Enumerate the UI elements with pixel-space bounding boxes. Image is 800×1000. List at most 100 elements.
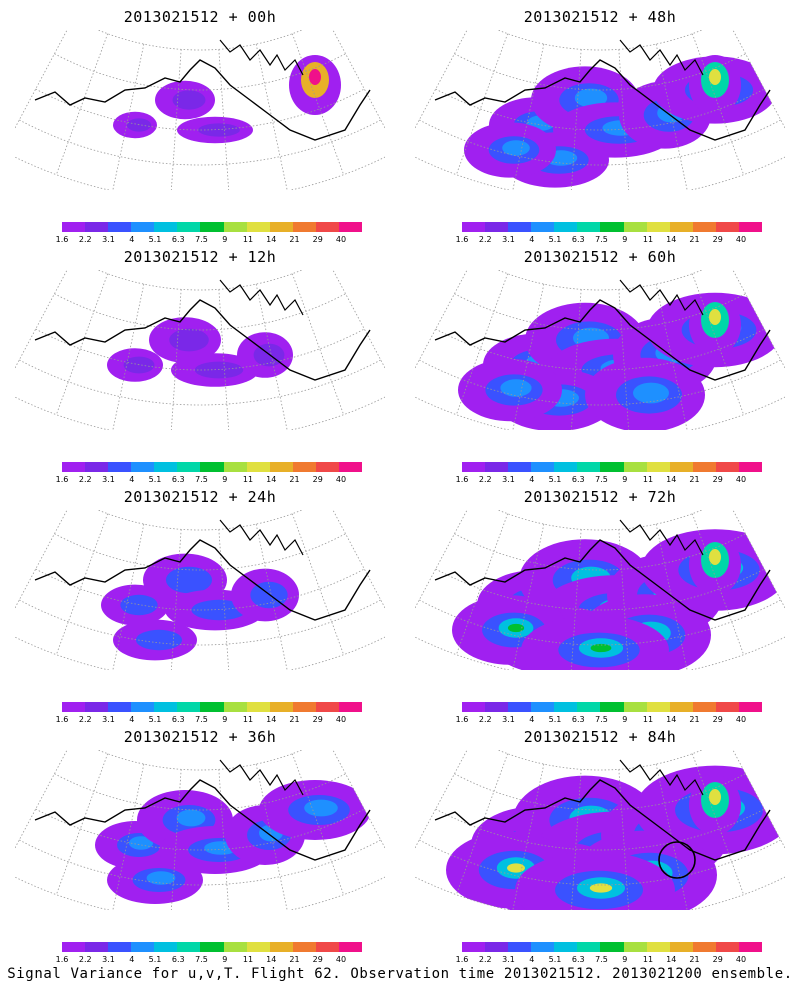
variance-region xyxy=(709,789,721,805)
colorbar-label: 14 xyxy=(266,955,277,964)
colorbar-label: 5.1 xyxy=(148,715,162,724)
figure-caption: Signal Variance for u,v,T. Flight 62. Ob… xyxy=(7,966,793,982)
colorbar-label: 3.1 xyxy=(502,475,515,484)
latitude-line xyxy=(54,293,346,331)
variance-region xyxy=(304,799,338,817)
colorbar-label: 1.6 xyxy=(455,235,469,244)
panel-title: 2013021512 + 72h xyxy=(523,488,677,506)
colorbar-label: 6.3 xyxy=(571,955,585,964)
coastline xyxy=(619,759,704,796)
colorbar-swatch xyxy=(177,942,201,952)
colorbar-swatch xyxy=(131,942,155,952)
variance-region xyxy=(309,69,321,85)
colorbar-swatch xyxy=(108,702,132,712)
longitude-line xyxy=(291,273,345,415)
colorbar-label: 2.2 xyxy=(78,475,92,484)
forecast-panel: 2013021512 + 24h 1.6 2.2 3.1 4 5.1 6.3 7.5 9 11 14… xyxy=(0,480,400,725)
colorbar-swatch xyxy=(508,942,532,952)
variance-region xyxy=(633,382,669,404)
colorbar-swatch xyxy=(715,462,739,472)
colorbar-label: 7.5 xyxy=(595,235,608,244)
latitude-line xyxy=(15,156,385,190)
colorbar-label: 21 xyxy=(289,715,300,724)
coastline xyxy=(34,59,371,141)
colorbar-swatch xyxy=(485,222,509,232)
colorbar-label: 21 xyxy=(289,475,300,484)
colorbar-label: 40 xyxy=(735,475,747,484)
coastline xyxy=(619,519,704,556)
colorbar-label: 5.1 xyxy=(148,475,162,484)
colorbar-label: 6.3 xyxy=(171,475,185,484)
colorbar-label: 3.1 xyxy=(502,235,515,244)
colorbar-swatch xyxy=(508,462,532,472)
colorbar-swatch xyxy=(223,702,247,712)
coastline xyxy=(219,279,304,316)
colorbar-label: 3.1 xyxy=(502,955,515,964)
latitude-line xyxy=(35,568,365,611)
latitude-line xyxy=(96,30,304,51)
colorbar-labels: 1.6 2.2 3.1 4 5.1 6.3 7.5 9 11 14 21 29 40 xyxy=(450,715,770,725)
colorbar-label: 40 xyxy=(335,955,347,964)
variance-region xyxy=(709,309,721,325)
colorbar-swatch xyxy=(531,462,555,472)
colorbar-label: 6.3 xyxy=(171,235,185,244)
longitude-line xyxy=(112,44,145,190)
variance-region xyxy=(169,328,209,352)
variance-region xyxy=(709,549,721,565)
colorbar-swatch xyxy=(738,702,763,712)
variance-region xyxy=(709,69,721,85)
variance-region xyxy=(135,629,183,651)
colorbar-label: 14 xyxy=(666,475,677,484)
colorbar-label: 2.2 xyxy=(78,235,92,244)
longitude-line xyxy=(291,513,345,655)
colorbar-swatch xyxy=(62,222,86,232)
coastline xyxy=(434,779,771,861)
coastline xyxy=(219,759,304,796)
variance-map xyxy=(415,750,785,910)
colorbar-swatch xyxy=(200,702,224,712)
variance-map xyxy=(15,510,385,670)
colorbar-label: 4 xyxy=(529,955,535,964)
colorbar-swatch xyxy=(223,462,247,472)
variance-map xyxy=(15,750,385,910)
colorbar-swatch xyxy=(292,462,316,472)
colorbar-swatch xyxy=(692,942,716,952)
latitude-line xyxy=(415,876,785,910)
colorbar-swatch xyxy=(600,942,624,952)
latitude-line xyxy=(415,636,785,670)
longitude-line xyxy=(291,33,345,175)
colorbar-label: 1.6 xyxy=(55,475,69,484)
colorbar-swatch xyxy=(554,462,578,472)
latitude-line xyxy=(35,328,365,371)
latitude-line xyxy=(54,53,346,91)
colorbar-swatch xyxy=(315,462,339,472)
colorbar-label: 4 xyxy=(529,475,535,484)
latitude-line xyxy=(96,270,304,291)
colorbar-swatch xyxy=(669,942,693,952)
colorbar-swatch xyxy=(292,222,316,232)
colorbar-swatch xyxy=(715,942,739,952)
colorbar-label: 3.1 xyxy=(102,955,115,964)
colorbar-swatch xyxy=(531,942,555,952)
colorbar-swatch xyxy=(669,702,693,712)
colorbar-swatch xyxy=(462,942,486,952)
latitude-line xyxy=(35,88,365,131)
forecast-panel: 2013021512 + 12h 1.6 2.2 3.1 4 5.1 6.3 7.5 9 11 14… xyxy=(0,240,400,485)
colorbar-label: 21 xyxy=(689,715,700,724)
colorbar-label: 29 xyxy=(312,715,323,724)
colorbar-swatch xyxy=(623,222,647,232)
colorbar-label: 40 xyxy=(735,715,747,724)
colorbar-label: 6.3 xyxy=(571,475,585,484)
latitude-line xyxy=(35,808,365,851)
coastline xyxy=(434,59,771,141)
colorbar-swatch xyxy=(738,462,763,472)
colorbar-label: 21 xyxy=(689,235,700,244)
colorbar-swatch xyxy=(600,702,624,712)
colorbar-swatch xyxy=(623,702,647,712)
variance-region xyxy=(589,883,613,893)
colorbar-label: 14 xyxy=(266,715,277,724)
longitude-line xyxy=(255,44,288,190)
colorbar xyxy=(62,462,363,472)
colorbar-swatch xyxy=(715,222,739,232)
colorbar-swatch xyxy=(738,222,763,232)
